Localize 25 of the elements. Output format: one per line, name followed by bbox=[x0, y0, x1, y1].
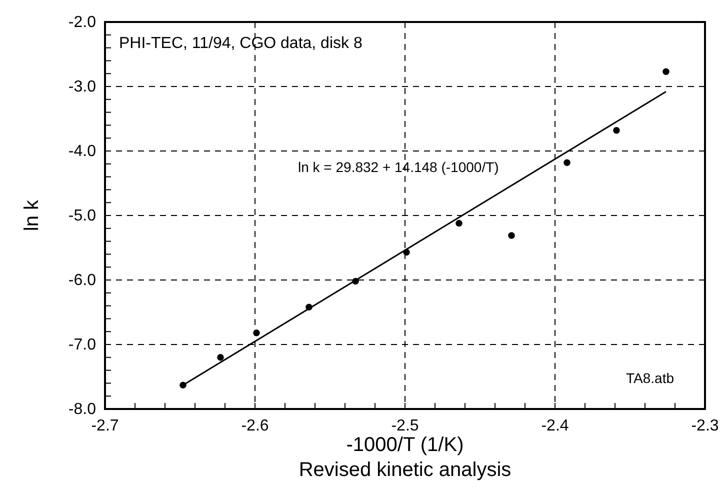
point bbox=[217, 354, 224, 361]
x-tick-label: -2.7 bbox=[91, 417, 119, 434]
annotation: ln k = 29.832 + 14.148 (-1000/T) bbox=[298, 159, 499, 175]
point bbox=[662, 68, 670, 76]
x-tick-label: -2.4 bbox=[541, 417, 569, 434]
y-tick-label: -5.0 bbox=[68, 208, 96, 225]
y-axis-title: ln k bbox=[21, 198, 43, 232]
x-axis-title: -1000/T (1/K) bbox=[346, 434, 464, 456]
point bbox=[613, 126, 620, 134]
y-tick-label: -3.0 bbox=[68, 78, 96, 96]
point bbox=[253, 330, 260, 336]
y-tick-label: -4.0 bbox=[68, 143, 96, 160]
y-tick-label: -8.0 bbox=[68, 401, 96, 418]
point bbox=[456, 220, 462, 227]
y-tick-label: -2.0 bbox=[68, 14, 96, 32]
text: Revised kinetic analysis bbox=[298, 459, 512, 481]
annotation: TA8.atb bbox=[626, 370, 674, 386]
x-tick-label: -2.5 bbox=[391, 417, 419, 434]
point bbox=[508, 232, 515, 239]
x-tick-label: -2.6 bbox=[241, 417, 269, 434]
y-tick-label: -7.0 bbox=[68, 336, 96, 354]
annotation: PHI-TEC, 11/94, CGO data, disk 8 bbox=[119, 35, 362, 52]
x-tick-label: -2.3 bbox=[691, 417, 719, 434]
point bbox=[564, 159, 570, 166]
y-tick-label: -6.0 bbox=[68, 272, 96, 290]
